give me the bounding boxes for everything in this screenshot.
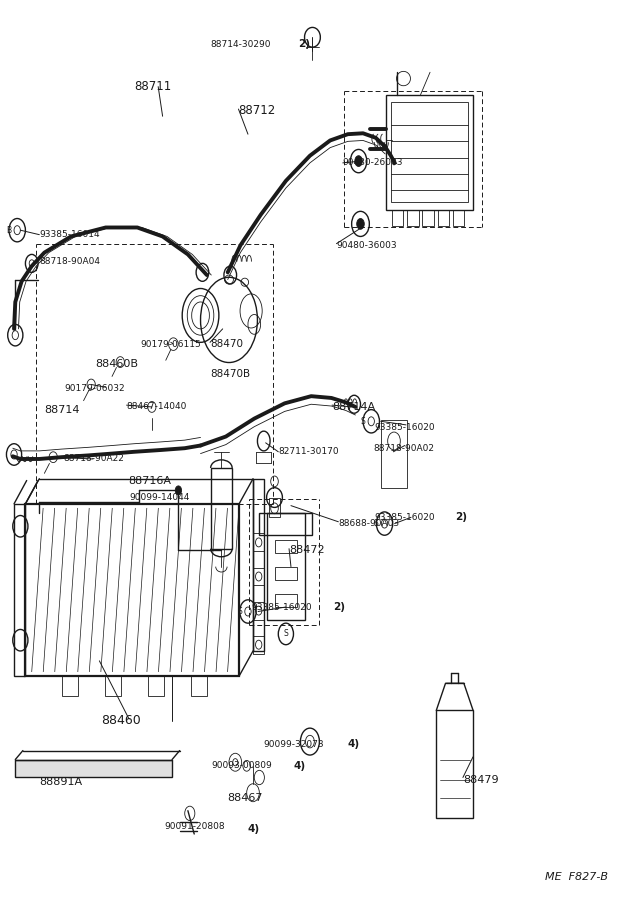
Bar bbox=[436, 710, 473, 818]
Bar bbox=[267, 513, 305, 620]
Text: 4): 4) bbox=[248, 824, 260, 833]
Text: 90099-14044: 90099-14044 bbox=[129, 493, 189, 502]
Text: 88714: 88714 bbox=[44, 405, 80, 415]
Text: 2): 2) bbox=[298, 40, 311, 50]
Bar bbox=[392, 210, 403, 226]
Text: 88479: 88479 bbox=[463, 775, 498, 785]
Circle shape bbox=[357, 219, 364, 230]
Bar bbox=[25, 504, 239, 676]
Text: 4): 4) bbox=[348, 739, 360, 750]
Bar bbox=[386, 94, 473, 210]
Bar bbox=[453, 210, 464, 226]
Text: B: B bbox=[6, 226, 11, 235]
Text: 88712: 88712 bbox=[239, 104, 276, 117]
Text: 93385-16014: 93385-16014 bbox=[39, 230, 100, 239]
Text: 88891A: 88891A bbox=[39, 777, 83, 787]
Text: 82711-30170: 82711-30170 bbox=[278, 447, 339, 456]
Bar bbox=[253, 635, 264, 653]
Bar bbox=[259, 513, 312, 536]
Text: 93385-16020: 93385-16020 bbox=[251, 602, 312, 611]
Bar bbox=[253, 568, 264, 586]
Bar bbox=[381, 420, 407, 488]
Text: 88467-14040: 88467-14040 bbox=[126, 402, 187, 411]
Circle shape bbox=[355, 156, 363, 166]
Text: S: S bbox=[237, 607, 242, 616]
Text: S: S bbox=[374, 519, 378, 528]
Text: 90179-06032: 90179-06032 bbox=[65, 384, 125, 393]
Bar bbox=[253, 479, 264, 651]
Bar bbox=[191, 676, 207, 696]
Text: 90093-00809: 90093-00809 bbox=[211, 761, 272, 770]
Text: S: S bbox=[361, 417, 365, 426]
Bar bbox=[15, 760, 172, 778]
Text: S: S bbox=[283, 629, 288, 638]
Text: 88718-90A04: 88718-90A04 bbox=[39, 257, 100, 266]
Text: 88711: 88711 bbox=[134, 80, 171, 93]
Text: 88688-90A03: 88688-90A03 bbox=[338, 519, 399, 528]
Text: ME  F827-B: ME F827-B bbox=[545, 872, 608, 883]
Bar bbox=[274, 540, 297, 554]
Text: 2): 2) bbox=[455, 512, 467, 522]
Bar bbox=[438, 210, 449, 226]
Bar bbox=[105, 676, 121, 696]
Text: 88718-90A02: 88718-90A02 bbox=[373, 444, 434, 453]
Text: 88467: 88467 bbox=[228, 793, 264, 803]
Text: 93385-16020: 93385-16020 bbox=[375, 423, 435, 432]
Text: 88460B: 88460B bbox=[95, 359, 138, 369]
Bar bbox=[407, 210, 418, 226]
Circle shape bbox=[175, 486, 182, 495]
Text: 88716A: 88716A bbox=[128, 476, 171, 486]
Bar bbox=[14, 504, 25, 676]
Text: 93385-16020: 93385-16020 bbox=[375, 513, 435, 522]
Bar bbox=[391, 102, 468, 202]
Text: 88470: 88470 bbox=[210, 339, 243, 349]
Bar bbox=[253, 534, 264, 552]
Text: 90480-36003: 90480-36003 bbox=[337, 241, 397, 250]
Bar bbox=[269, 498, 279, 518]
Bar bbox=[422, 210, 434, 226]
Text: 88714-30290: 88714-30290 bbox=[210, 40, 271, 49]
Text: 90091-20808: 90091-20808 bbox=[164, 823, 225, 832]
Bar bbox=[274, 567, 297, 580]
Bar bbox=[274, 594, 297, 607]
Text: 90179-06115: 90179-06115 bbox=[140, 339, 201, 348]
Text: 2): 2) bbox=[333, 602, 345, 612]
Text: 88714A: 88714A bbox=[332, 402, 375, 412]
Bar bbox=[62, 676, 78, 696]
Text: 4): 4) bbox=[293, 760, 305, 770]
Text: 88718-90A22: 88718-90A22 bbox=[64, 454, 124, 464]
Bar bbox=[211, 468, 232, 549]
Bar bbox=[148, 676, 164, 696]
Text: 90099-32073: 90099-32073 bbox=[264, 740, 324, 749]
Text: 88460: 88460 bbox=[101, 715, 141, 727]
Text: 88472: 88472 bbox=[289, 545, 324, 555]
Text: 90480-26003: 90480-26003 bbox=[343, 158, 403, 167]
Text: 88470B: 88470B bbox=[210, 369, 250, 379]
Bar bbox=[253, 601, 264, 619]
